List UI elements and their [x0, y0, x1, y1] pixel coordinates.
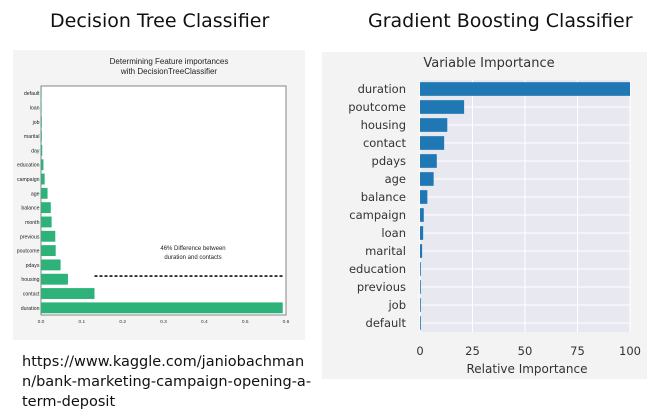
gb-category-label: campaign [349, 208, 406, 222]
dt-bar-pdays [41, 259, 61, 271]
dt-x-tick-label: 0.0 [38, 319, 45, 325]
dt-bar-marital [41, 130, 42, 142]
dt-category-label: pdays [26, 263, 40, 269]
gb-bar-education [420, 262, 421, 276]
gradient-boosting-chart: Variable Importance default job previous ed… [348, 56, 641, 376]
dt-x-tick-label: 0.1 [78, 319, 85, 325]
gb-category-label: duration [358, 82, 406, 96]
gb-x-tick-label: 50 [518, 344, 533, 358]
gb-x-tick-label: 75 [570, 344, 585, 358]
dt-category-label: campaign [17, 177, 40, 183]
gb-category-label: education [349, 262, 406, 276]
dt-category-label: day [31, 148, 40, 154]
dt-x-tick-label: 0.6 [283, 319, 290, 325]
source-url: https://www.kaggle.com/janiobachmann/ban… [22, 354, 312, 410]
gb-x-tick-label: 100 [619, 344, 641, 358]
dt-bar-contact [41, 288, 95, 299]
dt-category-label: loan [30, 105, 40, 111]
gradient-boosting-heading: Gradient Boosting Classifier [368, 10, 633, 32]
dt-category-label: contact [23, 292, 40, 298]
gb-bar-pdays [420, 154, 437, 168]
gb-bar-campaign [420, 208, 424, 222]
dt-plot-area [40, 85, 287, 316]
dt-bar-loan [41, 102, 42, 113]
gb-bar-age [420, 172, 434, 186]
gb-chart-title: Variable Importance [423, 56, 554, 71]
gb-bar-default [420, 316, 421, 330]
dt-category-label: job [32, 120, 40, 126]
gb-bar-duration [420, 82, 630, 96]
dt-x-tick-label: 0.3 [160, 319, 167, 325]
decision-tree-chart: Determining Feature importances with Dec… [17, 57, 290, 325]
gb-bar-previous [420, 280, 421, 294]
decision-tree-heading: Decision Tree Classifier [50, 10, 270, 32]
dt-bar-day [41, 144, 43, 156]
gb-category-label: loan [381, 226, 406, 240]
dt-category-label: default [24, 91, 40, 97]
dt-annotation-line-2: duration and contacts [164, 255, 221, 261]
dt-x-tick-label: 0.2 [119, 319, 126, 325]
gb-category-label: age [385, 172, 406, 186]
dt-annotation-line-1: 46% Difference between [160, 246, 225, 252]
gb-x-tick-label: 0 [416, 344, 423, 358]
dt-bar-campaign [41, 173, 45, 185]
dt-chart-title-line-1: Determining Feature importances [110, 57, 229, 66]
dt-bar-housing [41, 273, 68, 285]
gb-category-label: job [387, 298, 406, 312]
dt-category-label: housing [21, 277, 39, 283]
dt-x-tick-label: 0.5 [242, 319, 249, 325]
dt-category-label: balance [21, 206, 39, 212]
dt-bar-poutcome [41, 245, 56, 257]
dt-chart-title-line-2: with DecisionTreeClassifier [120, 67, 218, 76]
gb-category-label: default [366, 316, 407, 330]
gb-category-label: poutcome [348, 100, 406, 114]
dt-bar-education [41, 159, 44, 171]
gb-category-label: previous [357, 280, 406, 294]
dt-category-label: marital [24, 134, 40, 140]
dt-category-label: age [31, 191, 40, 197]
dt-category-label: month [25, 220, 40, 226]
gb-category-label: contact [363, 136, 407, 150]
gb-category-label: housing [361, 118, 406, 132]
dt-category-label: poutcome [17, 249, 40, 255]
dt-bar-month [41, 216, 52, 228]
gb-category-label: balance [361, 190, 406, 204]
gradient-boosting-chart-panel: Variable Importance default job previous ed… [322, 52, 647, 379]
dt-x-tick-label: 0.4 [201, 319, 208, 325]
gb-bar-poutcome [420, 100, 465, 114]
gb-x-axis-label: Relative Importance [467, 362, 588, 376]
dt-category-label: education [17, 163, 40, 169]
dt-bar-duration [41, 302, 283, 314]
gb-bar-marital [420, 244, 423, 258]
gb-bar-job [420, 298, 421, 312]
dt-category-label: duration [21, 306, 40, 312]
dt-bar-job [41, 116, 42, 128]
gb-bar-contact [420, 136, 445, 150]
gb-bar-balance [420, 190, 428, 204]
decision-tree-chart-panel: Determining Feature importances with Dec… [13, 50, 305, 340]
dt-category-label: previous [20, 234, 40, 240]
gb-category-label: pdays [372, 154, 406, 168]
gb-bar-loan [420, 226, 424, 240]
gb-category-label: marital [365, 244, 406, 258]
dt-bar-previous [41, 230, 56, 242]
gb-bar-housing [420, 118, 448, 132]
dt-bar-default [41, 87, 42, 99]
dt-bar-age [41, 187, 48, 199]
gb-x-tick-label: 25 [465, 344, 480, 358]
dt-bar-balance [41, 202, 51, 214]
